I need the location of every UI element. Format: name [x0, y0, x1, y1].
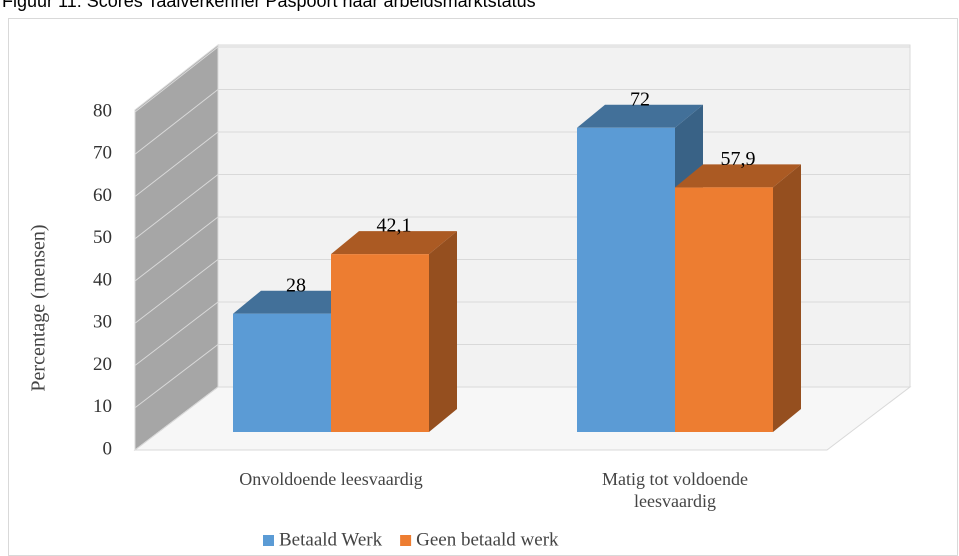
y-tick-label: 70: [93, 143, 112, 164]
side-grid-line: [134, 301, 219, 366]
bar: [577, 127, 675, 433]
bar-top: [331, 231, 457, 255]
bar-side: [773, 164, 801, 432]
data-label: 28: [286, 274, 306, 296]
side-wall: [134, 43, 219, 452]
bar-top: [577, 104, 703, 128]
legend-swatch: [263, 535, 274, 546]
legend-label: Betaald Werk: [279, 529, 383, 550]
bar-top: [675, 164, 801, 188]
legend-label: Geen betaald werk: [416, 529, 559, 550]
side-grid-line: [134, 259, 219, 324]
x-tick-label: Matig tot voldoende leesvaardig: [602, 469, 748, 511]
side-grid-line: [134, 89, 219, 155]
legend-swatch: [400, 535, 412, 546]
y-tick-label: 30: [93, 312, 112, 333]
side-grid-line: [134, 174, 219, 240]
y-tick-label: 60: [93, 185, 112, 206]
side-grid-line: [134, 386, 219, 451]
y-tick-label: 50: [93, 227, 112, 248]
bar-side: [429, 231, 457, 432]
y-tick-label: 40: [93, 269, 112, 290]
data-label: 57,9: [721, 148, 756, 170]
side-grid-line: [134, 131, 219, 197]
bar-top: [233, 290, 359, 314]
bar: [675, 187, 773, 432]
data-label: 72: [630, 88, 650, 110]
bar: [233, 313, 331, 432]
side-grid-line: [134, 46, 219, 113]
x-tick-label: Onvoldoende leesvaardig: [239, 469, 423, 489]
y-tick-label: 80: [93, 100, 112, 121]
side-grid-line: [134, 216, 219, 282]
figure-caption: Figuur 11: Scores Taalverkenner Paspoort…: [2, 0, 536, 11]
data-label: 42,1: [377, 215, 412, 237]
y-axis-title: Percentage (mensen): [28, 224, 50, 391]
bar: [331, 254, 429, 432]
y-tick-label: 0: [103, 438, 113, 459]
side-grid-line: [134, 344, 219, 409]
y-tick-label: 10: [93, 396, 112, 417]
y-tick-label: 20: [93, 354, 112, 375]
